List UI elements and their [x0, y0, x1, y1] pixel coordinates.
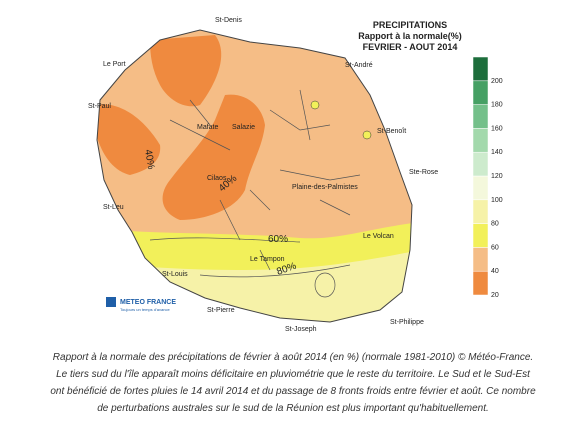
island	[97, 30, 412, 322]
place-label: St-Louis	[162, 271, 188, 278]
legend-tick-label: 80	[491, 221, 499, 228]
caption-line: Le tiers sud du l'île apparaît moins déf…	[56, 369, 531, 380]
legend-band	[472, 247, 489, 272]
legend-tick-label: 180	[491, 102, 503, 109]
legend-tick-label: 20	[491, 292, 499, 299]
place-label: Ste-Rose	[409, 169, 438, 176]
legend-band	[472, 80, 489, 105]
logo-name: METEO FRANCE	[120, 299, 176, 306]
legend-tick-label: 60	[491, 244, 499, 251]
legend-tick-label: 120	[491, 173, 503, 180]
legend-tick-label: 200	[491, 78, 503, 85]
place-label: St-Pierre	[207, 307, 235, 314]
logo-icon	[106, 297, 116, 307]
legend-band	[472, 128, 489, 153]
place-label: St-Leu	[103, 204, 124, 211]
place-label: Le Port	[103, 61, 126, 68]
place-label: St-Benoît	[377, 128, 406, 135]
subtitle: Rapport à la normale(%)	[358, 31, 462, 41]
caption-line: Rapport à la normale des précipitations …	[53, 352, 533, 363]
place-label: St-Denis	[215, 17, 242, 24]
legend-tick-label: 160	[491, 125, 503, 132]
place-label: St-Philippe	[390, 319, 424, 326]
legend-band	[472, 56, 489, 82]
place-label: St-André	[345, 62, 373, 69]
legend-band	[472, 151, 489, 177]
logo-tagline: Toujours un temps d'avance	[120, 307, 170, 312]
period: FEVRIER - AOUT 2014	[363, 42, 458, 52]
place-label: St-Paul	[88, 103, 111, 110]
legend-band	[472, 223, 489, 248]
title: PRECIPITATIONS	[373, 20, 447, 30]
legend-band	[472, 270, 489, 296]
place-label: Le Tampon	[250, 256, 285, 263]
legend-band	[472, 199, 489, 224]
place-label: Mafate	[197, 124, 219, 131]
place-label: Le Volcan	[363, 233, 394, 240]
legend-tick-label: 40	[491, 268, 499, 275]
legend-band	[472, 104, 489, 129]
place-label: Salazie	[232, 124, 255, 131]
place-label: Cilaos	[207, 175, 227, 182]
place-label: St-Joseph	[285, 326, 317, 333]
place-label: Plaine-des-Palmistes	[292, 184, 358, 191]
legend-band	[472, 175, 489, 201]
contour-label: 60%	[268, 234, 288, 245]
legend-tick-label: 100	[491, 197, 503, 204]
caption-line: de perturbations australes sur le sud de…	[97, 403, 489, 414]
legend-tick-label: 140	[491, 149, 503, 156]
caption-line: ont bénéficié de fortes pluies le 14 avr…	[50, 386, 536, 397]
contour-label: 40%	[142, 149, 156, 171]
